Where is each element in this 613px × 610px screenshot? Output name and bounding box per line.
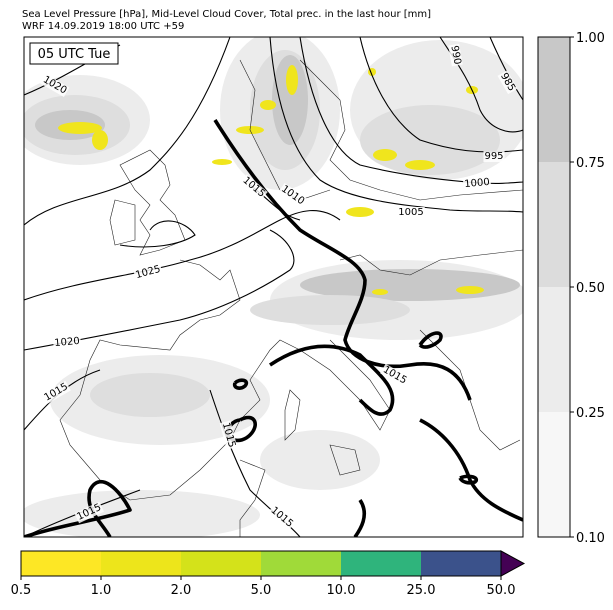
subtitle: WRF 14.09.2019 18:00 UTC +59 [22,21,184,32]
cloud-cover [24,37,523,537]
contour-label-bg [219,420,238,450]
colorbar-segment [21,551,102,576]
contour-label-bg [74,501,104,524]
contour-label-bg [497,70,518,95]
map-layers [24,37,523,537]
contour-label: 1005 [398,207,423,218]
contour-label: 990 [448,45,462,66]
colorbar-tick-label: 1.00 [576,31,605,46]
colorbar-segment [341,551,422,576]
contour-label-bg [483,151,505,162]
contour-label: 1000 [464,177,490,190]
contour-label-bg [239,174,268,201]
contour-label: 995 [484,151,503,162]
colorbar-tick-label: 5.0 [251,583,272,598]
contour-label-bg [380,363,410,388]
colorbar-segment [538,37,570,162]
contour-label-bg [40,73,70,98]
contour-label: 1020 [54,336,80,349]
contour-label-bg [267,504,296,531]
colorbar-tick-label: 0.10 [576,531,605,546]
colorbar-tick-label: 1.0 [91,583,112,598]
title: Sea Level Pressure [hPa], Mid-Level Clou… [22,9,431,20]
colorbar-segment [538,287,570,412]
contour-label-bg [41,380,71,405]
map-frame [23,36,524,538]
contour-label-bg [397,207,425,218]
contour-label-bg [448,43,463,67]
colorbar-tick-label: 0.25 [576,406,605,421]
colorbar-segment [181,551,262,576]
colorbar-segment [538,412,570,537]
time-label: 05 UTC Tue [38,47,111,62]
colorbar-segment [538,162,570,287]
colorbar-tick-label: 25.0 [407,583,436,598]
colorbar-tick-label: 10.0 [327,583,356,598]
colorbar-tick-label: 0.5 [11,583,32,598]
colorbar-tick-label: 50.0 [487,583,516,598]
cloud-colorbar: 0.10 0.25 0.50 0.75 1.00 [537,31,605,546]
colorbar-tick-label: 0.75 [576,156,605,171]
precipitation [58,65,484,295]
contour-label-bg [278,183,308,208]
contour-label-bg [133,263,163,282]
isobars [24,37,523,537]
colorbar-segment [101,551,182,576]
map: 1020990985995100010051010101510251020101… [23,36,524,538]
colorbar-segment [261,551,342,576]
contour-label-bg [462,176,492,191]
colorbar-segment [421,551,502,576]
time-box [29,42,119,65]
colorbar-tick-label: 2.0 [171,583,192,598]
colorbar-extend [500,550,526,577]
colorbar-tick-label: 0.50 [576,281,605,296]
precip-colorbar: 0.5 1.0 2.0 5.0 10.0 25.0 50.0 [11,550,526,598]
contour-label-bg [52,335,82,350]
